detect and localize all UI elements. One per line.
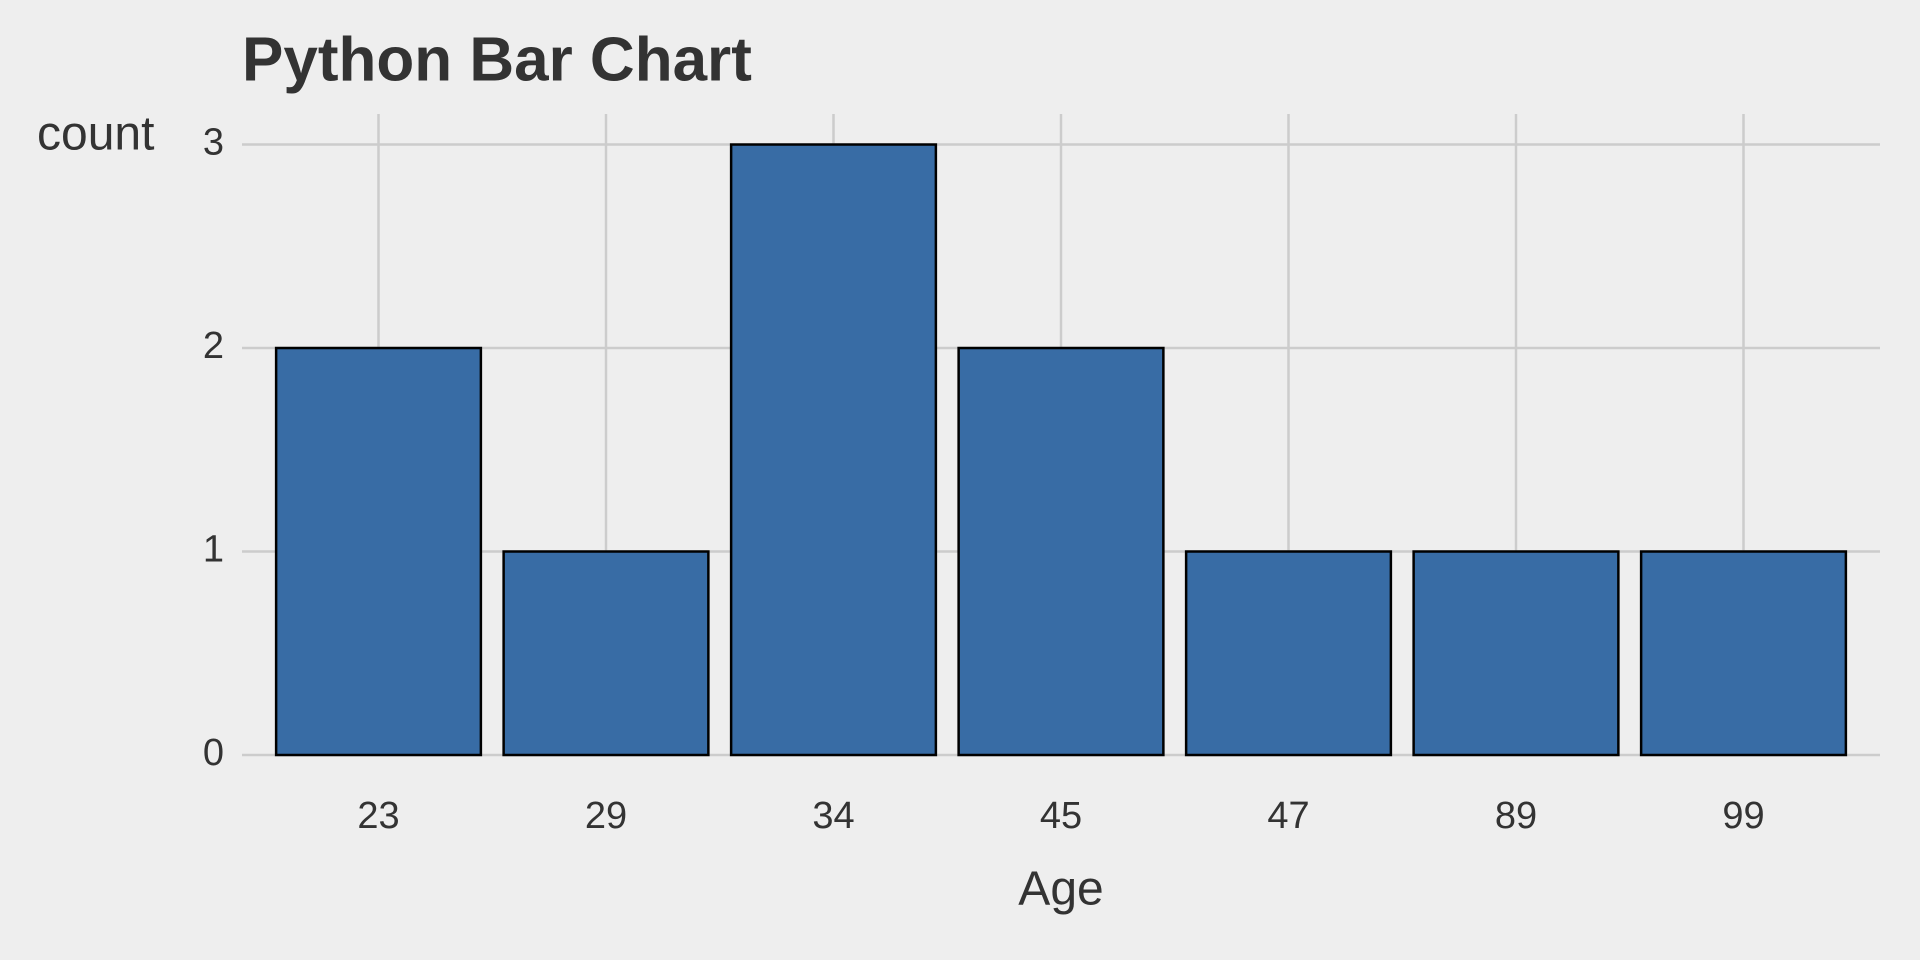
bar <box>274 346 483 757</box>
x-tick-label: 47 <box>1267 795 1309 837</box>
y-tick-label: 3 <box>203 122 224 164</box>
bar <box>1639 550 1848 757</box>
x-tick-label: 89 <box>1495 795 1537 837</box>
x-tick-label: 45 <box>1040 795 1082 837</box>
x-tick-label: 23 <box>357 795 399 837</box>
y-tick-label: 2 <box>203 325 224 367</box>
y-tick-label: 0 <box>203 732 224 774</box>
bar <box>1184 550 1393 757</box>
bar <box>1412 550 1620 757</box>
y-tick-label: 1 <box>203 529 224 571</box>
x-tick-label: 34 <box>812 795 854 837</box>
y-axis-label: count <box>37 108 154 161</box>
x-tick-label: 99 <box>1722 795 1764 837</box>
x-tick-label: 29 <box>585 795 627 837</box>
layer <box>274 143 1848 757</box>
bar <box>729 143 938 757</box>
x-axis-label: Age <box>1018 863 1103 916</box>
chart-title: Python Bar Chart <box>242 25 752 94</box>
bar <box>502 550 710 757</box>
bar <box>957 346 1165 757</box>
